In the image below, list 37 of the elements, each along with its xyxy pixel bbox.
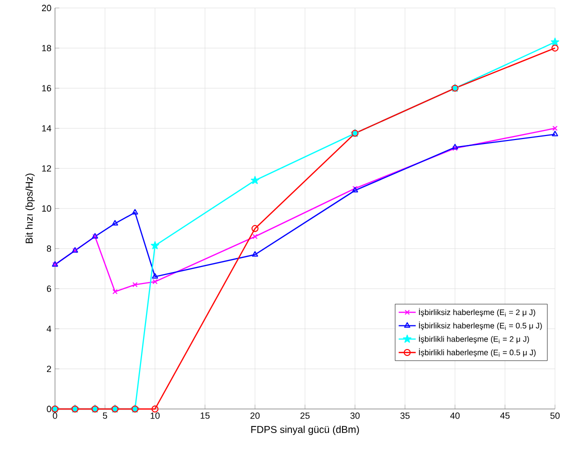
y-tick-label: 6 [46, 286, 52, 292]
y-axis-title: Bit hızı (bps/Hz) [25, 174, 35, 244]
x-tick-label: 5 [102, 412, 108, 419]
x-tick-label: 40 [450, 412, 460, 419]
point [150, 241, 160, 250]
point [132, 282, 138, 288]
point [112, 289, 118, 294]
point [550, 38, 560, 46]
y-tick-label: 20 [42, 4, 52, 12]
x-tick-label: 35 [400, 412, 410, 419]
y-tick-label: 8 [46, 245, 52, 252]
point [152, 405, 158, 412]
y-tick-label: 16 [42, 85, 52, 92]
x-tick-label: 30 [350, 412, 360, 419]
point [112, 220, 118, 226]
point [152, 279, 158, 284]
y-tick-label: 14 [42, 125, 52, 132]
point [152, 273, 158, 279]
y-tick-label: 2 [46, 366, 52, 372]
y-tick-label: 12 [42, 165, 52, 172]
point [252, 234, 258, 240]
y-tick-label: 4 [46, 326, 52, 332]
x-tick-label: 25 [300, 412, 310, 419]
x-tick-label: 20 [250, 412, 260, 419]
y-tick-label: 10 [42, 205, 52, 212]
x-tick-label: 15 [200, 412, 210, 419]
x-tick-label: 45 [500, 412, 510, 419]
x-tick-label: 10 [150, 412, 160, 419]
point [132, 209, 138, 214]
y-tick-label: 18 [42, 44, 52, 52]
point [252, 251, 258, 257]
x-axis-title: FDPS sinyal gücü (dBm) [251, 426, 359, 435]
x-tick-label: 0 [52, 412, 58, 419]
point [252, 225, 258, 232]
x-tick-label: 50 [550, 412, 560, 419]
y-tick-label: 0 [46, 406, 52, 412]
point [250, 176, 260, 184]
